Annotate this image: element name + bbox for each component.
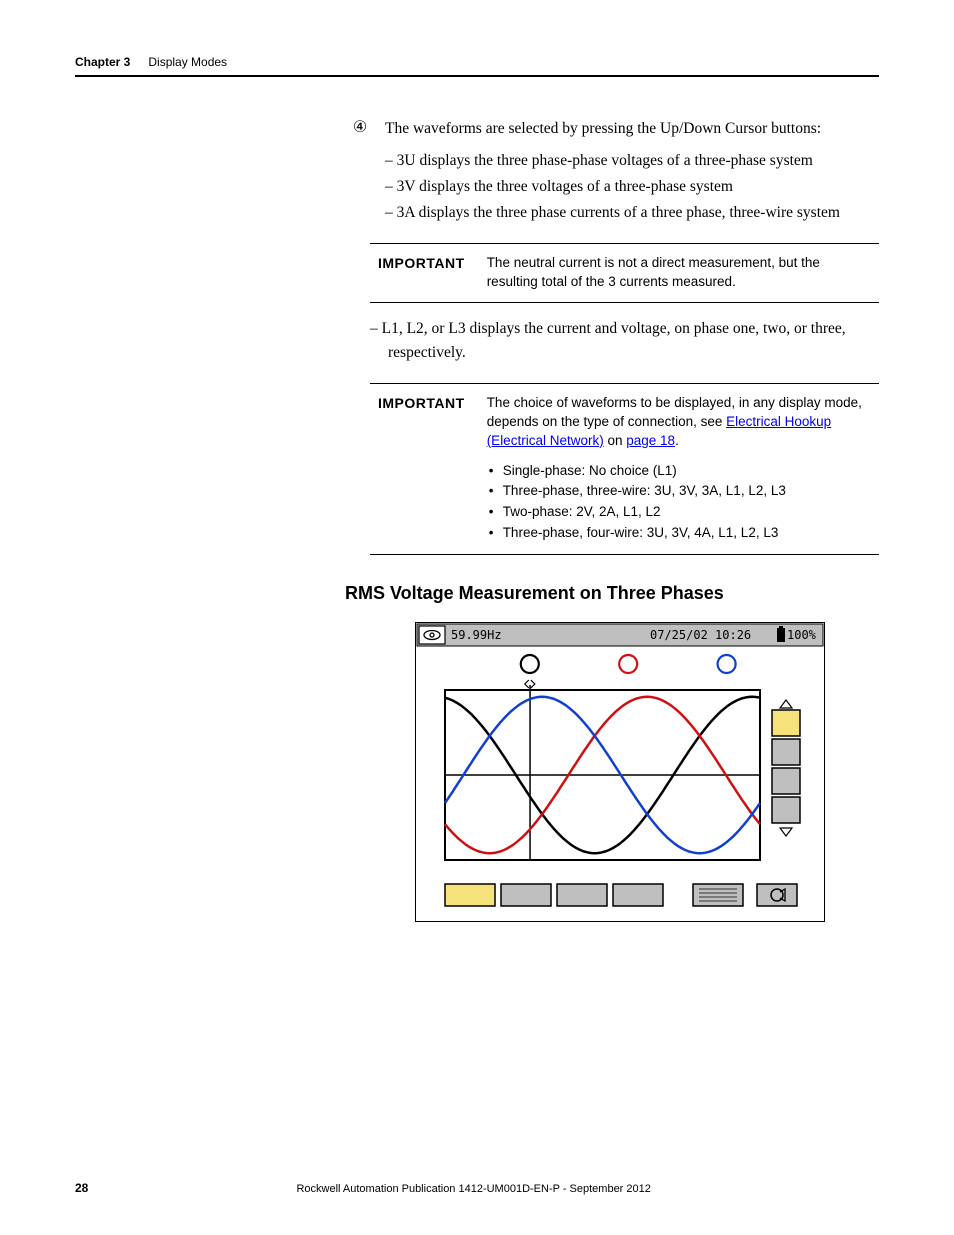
section-heading: RMS Voltage Measurement on Three Phases	[345, 583, 879, 604]
list-item: L1, L2, or L3 displays the current and v…	[370, 317, 879, 365]
important-bullets: Single-phase: No choice (L1) Three-phase…	[487, 461, 871, 545]
step-number-4: ④	[350, 117, 370, 139]
list-item: 3U displays the three phase-phase voltag…	[385, 149, 879, 173]
important-label: IMPORTANT	[378, 394, 465, 411]
list-item: 3A displays the three phase currents of …	[385, 201, 879, 225]
list-item: 3V displays the three voltages of a thre…	[385, 175, 879, 199]
important-body-2: The choice of waveforms to be displayed,…	[487, 394, 871, 544]
page-footer: 28 Rockwell Automation Publication 1412-…	[75, 1181, 879, 1195]
rms-screen-figure: 59.99Hz 07/25/02 10:26 100%	[415, 622, 879, 927]
step-4-intro: The waveforms are selected by pressing t…	[385, 117, 821, 141]
bullet-item: Two-phase: 2V, 2A, L1, L2	[487, 502, 871, 523]
waveform-screen-svg: 59.99Hz 07/25/02 10:26 100%	[415, 622, 825, 922]
page-18-link[interactable]: page 18	[626, 433, 675, 448]
svg-text:100%: 100%	[787, 628, 817, 642]
important-box-2: IMPORTANT The choice of waveforms to be …	[370, 383, 879, 555]
important-box-1: IMPORTANT The neutral current is not a d…	[370, 243, 879, 303]
bullet-item: Single-phase: No choice (L1)	[487, 461, 871, 482]
publication-info: Rockwell Automation Publication 1412-UM0…	[296, 1183, 650, 1195]
bullet-item: Three-phase, three-wire: 3U, 3V, 3A, L1,…	[487, 481, 871, 502]
important-label: IMPORTANT	[378, 254, 465, 271]
imp2-mid: on	[604, 433, 627, 448]
page-header: Chapter 3 Display Modes	[75, 55, 879, 77]
chapter-label: Chapter 3	[75, 55, 130, 69]
imp2-after: .	[675, 433, 679, 448]
page-number: 28	[75, 1181, 88, 1195]
important-text: The neutral current is not a direct meas…	[487, 254, 871, 292]
svg-text:59.99Hz: 59.99Hz	[451, 628, 502, 642]
svg-text:07/25/02 10:26: 07/25/02 10:26	[650, 628, 751, 642]
chapter-title: Display Modes	[148, 55, 227, 69]
step-4: ④ The waveforms are selected by pressing…	[350, 117, 879, 141]
step-4-list: 3U displays the three phase-phase voltag…	[385, 149, 879, 225]
bullet-item: Three-phase, four-wire: 3U, 3V, 4A, L1, …	[487, 523, 871, 544]
content-area: ④ The waveforms are selected by pressing…	[350, 117, 879, 927]
step-4-continued: L1, L2, or L3 displays the current and v…	[370, 317, 879, 365]
